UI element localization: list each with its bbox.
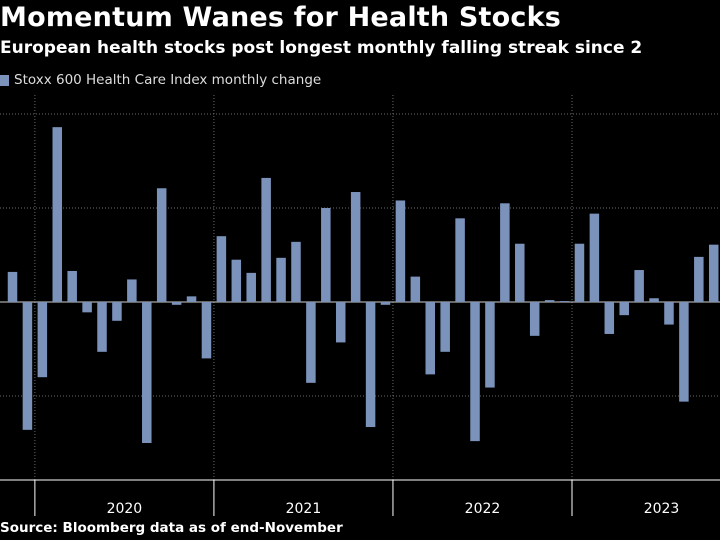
bar: [37, 302, 48, 378]
bar: [82, 302, 92, 313]
legend-swatch: [0, 74, 9, 86]
bar: [694, 256, 704, 302]
bar: [22, 302, 33, 430]
bar: [515, 243, 525, 302]
bar: [574, 243, 585, 302]
bar: [395, 200, 406, 302]
chart-subtitle: European health stocks post longest mont…: [0, 38, 643, 58]
bar: [7, 271, 18, 302]
bar: [544, 300, 555, 302]
bar: [604, 302, 615, 334]
bar: [246, 272, 256, 302]
bar: [529, 302, 540, 336]
bar: [410, 276, 421, 302]
bar: [589, 213, 600, 302]
x-tick-label: 2023: [644, 501, 680, 517]
bar: [201, 302, 212, 359]
bar: [470, 302, 480, 442]
bar: [634, 270, 644, 302]
bar: [559, 301, 570, 302]
bar: [112, 302, 122, 321]
bar: [500, 203, 510, 302]
bar: [186, 296, 197, 302]
legend: Stoxx 600 Health Care Index monthly chan…: [0, 72, 321, 88]
legend-label: Stoxx 600 Health Care Index monthly chan…: [14, 72, 322, 88]
x-tick-label: 2020: [107, 501, 143, 517]
bar-layer: [7, 127, 719, 443]
chart-title: Momentum Wanes for Health Stocks: [0, 2, 562, 33]
bar: [52, 127, 63, 302]
source-note: Source: Bloomberg data as of end-Novembe…: [0, 520, 343, 536]
x-tick-label: 2021: [286, 501, 322, 517]
bar: [425, 302, 436, 375]
bar: [380, 302, 391, 305]
bar: [455, 218, 465, 302]
bar: [276, 257, 286, 302]
bar: [649, 298, 659, 302]
bar: [142, 302, 152, 443]
bar: [365, 302, 376, 428]
bar: [261, 177, 271, 302]
bar: [350, 192, 361, 302]
bar: [485, 302, 495, 388]
bar: [231, 259, 242, 302]
bar: [67, 270, 77, 302]
bar: [216, 236, 227, 302]
bar: [335, 302, 346, 343]
bar: [127, 279, 137, 302]
bar: [664, 302, 674, 325]
bar: [306, 302, 316, 383]
bar: [97, 302, 107, 352]
bar: [156, 188, 167, 302]
x-axis: 2020 2021 2022 2023: [0, 479, 720, 517]
bar: [708, 244, 719, 302]
bar: [291, 241, 301, 302]
bar: [171, 302, 182, 305]
bar: [440, 302, 450, 352]
bar: [619, 302, 629, 316]
bar: [321, 208, 331, 302]
x-tick-label: 2022: [465, 501, 501, 517]
bar: [679, 302, 689, 402]
